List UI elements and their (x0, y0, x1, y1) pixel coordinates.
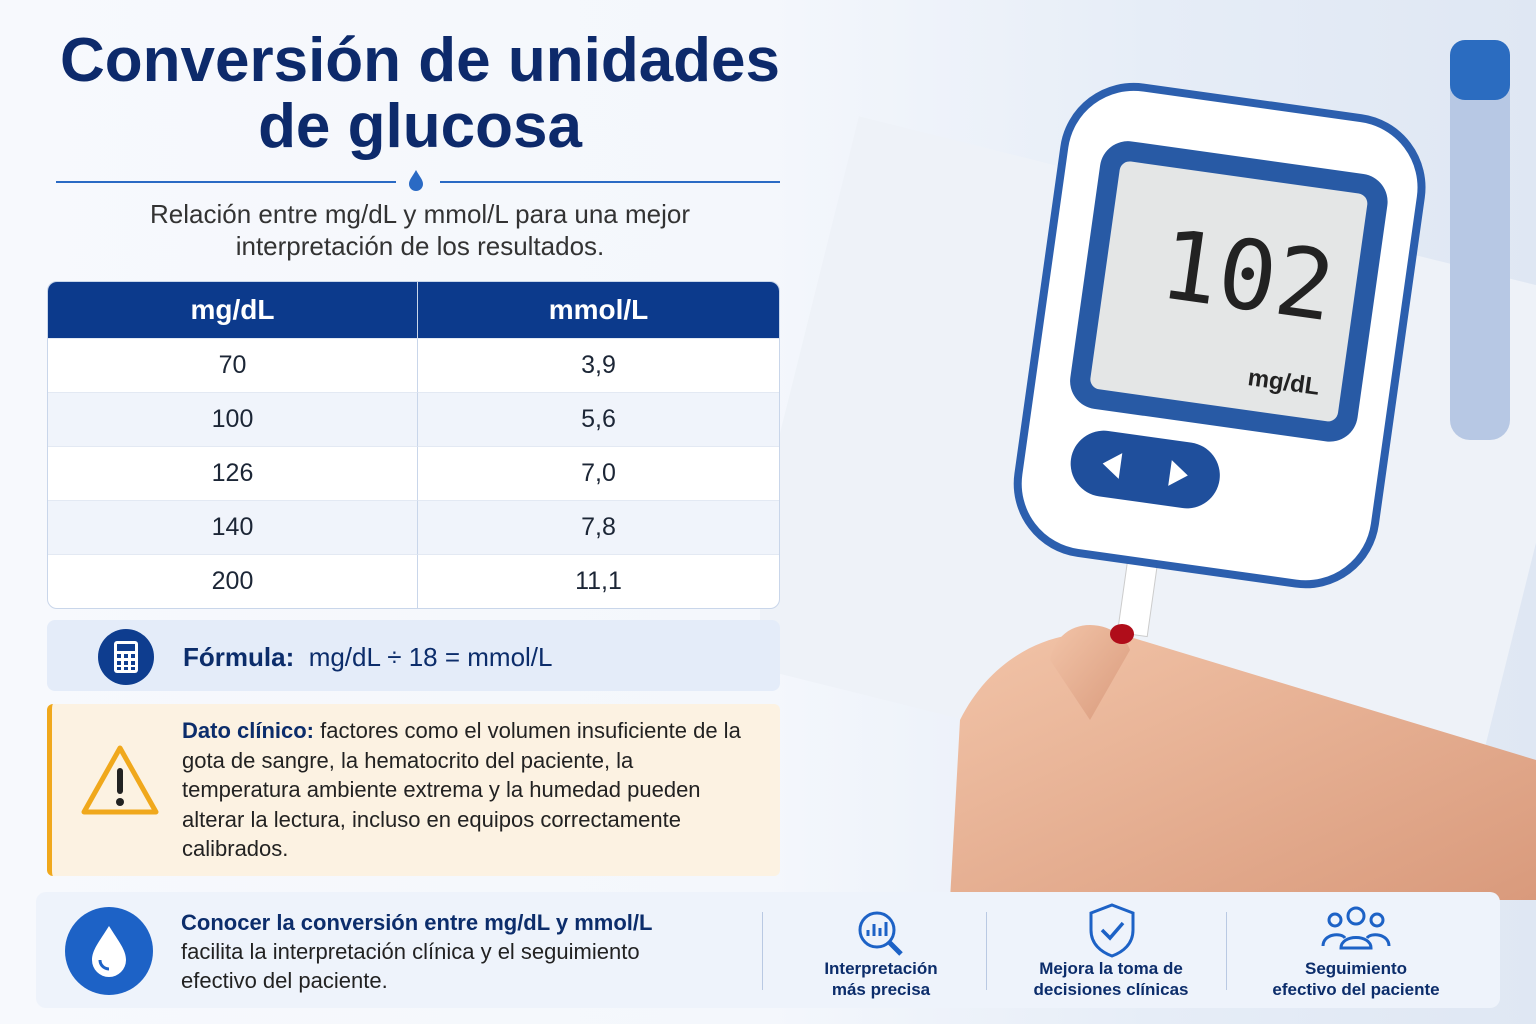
drop-icon (409, 170, 423, 191)
tube-cap (1450, 40, 1510, 100)
footer: Conocer la conversión entre mg/dL y mmol… (36, 892, 1500, 1008)
conversion-table: mg/dL mmol/L 70 3,9 100 5,6 126 7,0 140 7,8 200 1… (47, 281, 780, 609)
header-row: mg/dL mmol/L (48, 282, 779, 338)
magnifier-icon (858, 911, 903, 956)
formula: Fórmula: mg/dL ÷ 18 = mmol/L (183, 642, 553, 673)
formula-label: Fórmula: (183, 642, 295, 672)
feature-label: Mejora la toma de decisiones clínicas (1033, 959, 1189, 999)
table-cell: 3,9 (418, 338, 779, 392)
table-row: 140 7,8 (48, 500, 779, 554)
meter-buttons (1070, 430, 1220, 509)
footer-bold: Conocer la conversión entre mg/dL y mmol… (181, 910, 653, 935)
table-row: 200 11,1 (48, 554, 779, 608)
title: Conversión de unidades de glucosa (59, 26, 781, 161)
meter-illustration: 102 mg/dL (760, 40, 1536, 900)
note-label: Dato clínico: (182, 718, 315, 743)
calculator-icon (98, 629, 154, 685)
table-cell: 11,1 (418, 554, 779, 608)
feature: Mejora la toma de decisiones clínicas (1001, 892, 1221, 1008)
meter-reading: 102 (1154, 208, 1341, 343)
formula-box: Fórmula: mg/dL ÷ 18 = mmol/L (47, 620, 780, 691)
table-cell: 7,0 (418, 446, 779, 500)
footer-body: facilita la interpretación clínica y el … (181, 939, 640, 993)
feature: Interpretación más precisa (781, 892, 981, 1008)
meter-screen (1090, 161, 1368, 422)
table-cell: 100 (48, 392, 418, 446)
note-body: factores como el volumen insuficiente de… (182, 718, 741, 861)
table-row: 70 3,9 (48, 338, 779, 392)
column-header: mg/dL (48, 282, 418, 338)
table-cell: 7,8 (418, 500, 779, 554)
separator (1226, 912, 1227, 990)
drop-badge (65, 907, 153, 995)
table-cell: 126 (48, 446, 418, 500)
clinical-note: Dato clínico: factores como el volumen i… (47, 704, 780, 876)
table-row: 100 5,6 (48, 392, 779, 446)
blood-drop (1110, 624, 1134, 644)
table-cell: 140 (48, 500, 418, 554)
feature-label: Seguimiento efectivo del paciente (1272, 959, 1440, 999)
tube (1450, 40, 1510, 440)
separator (762, 912, 763, 990)
formula-text: mg/dL ÷ 18 = mmol/L (308, 642, 553, 672)
table-cell: 200 (48, 554, 418, 608)
subtitle: Relación entre mg/dL y mmol/L para una m… (150, 199, 690, 261)
meter-arrows (1102, 453, 1188, 486)
people-icon (1321, 906, 1391, 950)
divider (56, 181, 780, 183)
warning-icon (81, 745, 159, 815)
shield-icon (1089, 903, 1135, 958)
column-header: mmol/L (418, 282, 779, 338)
separator (986, 912, 987, 990)
table-body: 70 3,9 100 5,6 126 7,0 140 7,8 200 11,1 (48, 338, 779, 608)
footer-text: Conocer la conversión entre mg/dL y mmol… (181, 908, 701, 995)
note-text: Dato clínico: factores como el volumen i… (182, 716, 742, 864)
table-cell: 5,6 (418, 392, 779, 446)
table-cell: 70 (48, 338, 418, 392)
table-row: 126 7,0 (48, 446, 779, 500)
feature: Seguimiento efectivo del paciente (1241, 892, 1471, 1008)
fingertip (1050, 625, 1130, 720)
feature-label: Interpretación más precisa (824, 959, 938, 999)
